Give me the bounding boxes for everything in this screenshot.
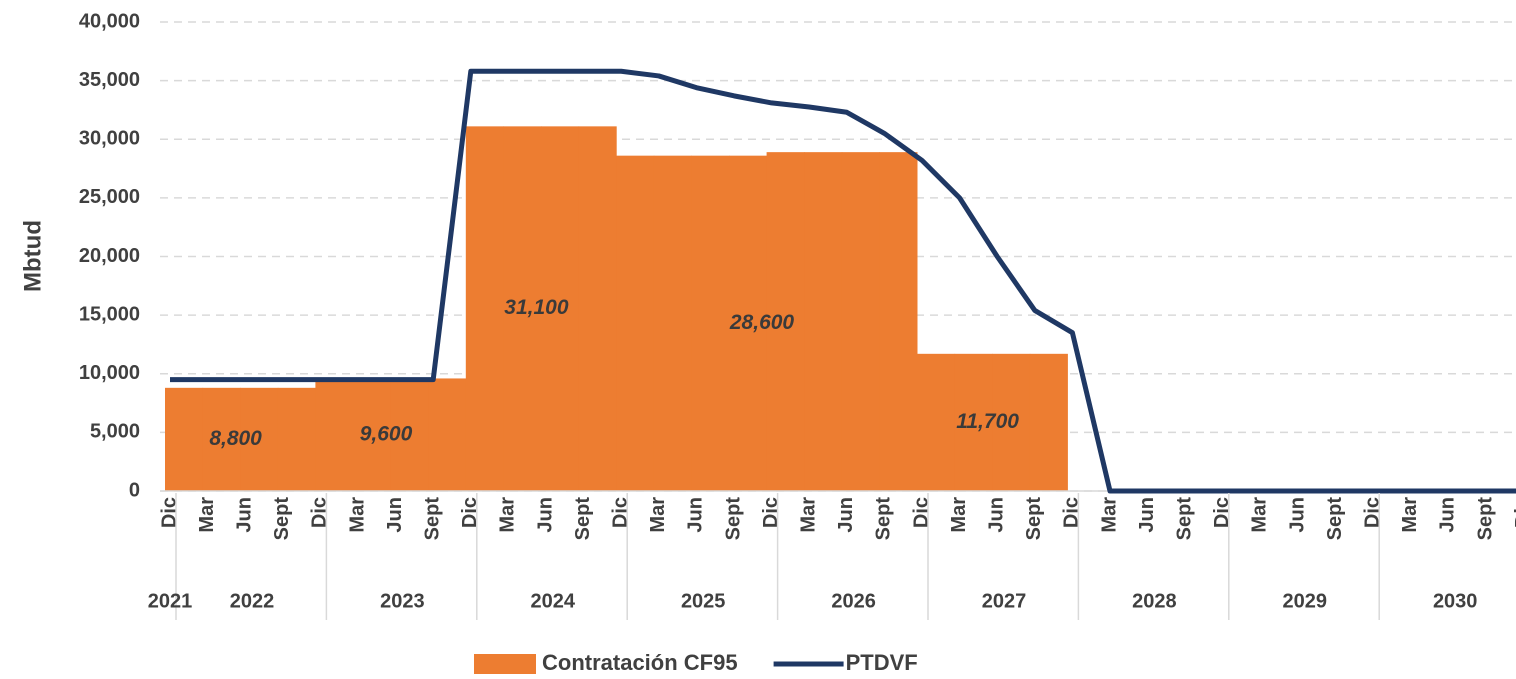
bar	[616, 155, 655, 492]
year-label: 2022	[230, 590, 275, 612]
x-tick-label: Mar	[196, 497, 218, 533]
x-tick-label: Sept	[572, 497, 594, 541]
x-tick-label: Jun	[1136, 497, 1158, 533]
legend-label: Contratación CF95	[542, 650, 738, 675]
x-tick-label: Dic	[910, 497, 932, 528]
bar	[992, 353, 1031, 491]
bar	[465, 126, 504, 491]
year-label: 2030	[1433, 590, 1478, 612]
year-label: 2026	[831, 590, 876, 612]
legend-label: PTDVF	[846, 650, 918, 675]
bar	[165, 387, 204, 491]
x-tick-label: Sept	[873, 497, 895, 541]
x-tick-label: Jun	[1437, 497, 1459, 533]
y-tick-label: 5,000	[90, 421, 140, 443]
y-tick-label: 30,000	[79, 128, 140, 150]
bar	[766, 152, 805, 491]
bar	[1029, 353, 1068, 491]
bar	[729, 155, 768, 492]
bar	[503, 126, 542, 491]
x-tick-label: Sept	[722, 497, 744, 541]
year-label: 2028	[1132, 590, 1177, 612]
x-tick-label: Jun	[835, 497, 857, 533]
x-tick-label: Dic	[1361, 497, 1383, 528]
x-tick-label: Mar	[1399, 497, 1421, 533]
year-label: 2024	[531, 590, 576, 612]
x-tick-label: Sept	[1173, 497, 1195, 541]
x-tick-label: Mar	[1249, 497, 1271, 533]
data-label: 28,600	[729, 311, 795, 334]
bar	[202, 387, 241, 491]
x-tick-label: Dic	[1512, 497, 1516, 528]
bar	[841, 152, 880, 491]
year-label: 2027	[982, 590, 1027, 612]
year-label: 2029	[1283, 590, 1328, 612]
y-tick-label: 15,000	[79, 303, 140, 325]
data-label: 31,100	[504, 296, 569, 319]
legend-swatch	[474, 654, 536, 674]
x-tick-label: Dic	[609, 497, 631, 528]
year-label: 2025	[681, 590, 726, 612]
bar	[954, 353, 993, 491]
bar	[428, 378, 467, 491]
x-tick-label: Sept	[271, 497, 293, 541]
x-tick-label: Dic	[1061, 497, 1083, 528]
y-axis-label: Mbtud	[19, 220, 46, 292]
bar	[578, 126, 617, 491]
bar	[653, 155, 692, 492]
y-tick-label: 0	[129, 479, 140, 501]
bar	[353, 378, 392, 491]
x-tick-label: Mar	[497, 497, 519, 533]
x-tick-label: Dic	[760, 497, 782, 528]
bar	[390, 378, 429, 491]
x-tick-label: Mar	[346, 497, 368, 533]
year-label: 2023	[380, 590, 425, 612]
x-tick-label: Dic	[309, 497, 331, 528]
x-tick-label: Sept	[421, 497, 443, 541]
bar	[917, 353, 956, 491]
x-tick-label: Jun	[534, 497, 556, 533]
bar	[541, 126, 580, 491]
x-tick-label: Sept	[1023, 497, 1045, 541]
data-label: 8,800	[209, 427, 262, 450]
x-tick-label: Jun	[685, 497, 707, 533]
y-tick-label: 10,000	[79, 362, 140, 384]
y-tick-label: 25,000	[79, 186, 140, 208]
x-tick-label: Mar	[948, 497, 970, 533]
bar	[240, 387, 279, 491]
year-label: 2021	[148, 590, 193, 612]
y-tick-label: 40,000	[79, 10, 140, 32]
x-tick-label: Mar	[647, 497, 669, 533]
x-tick-label: Dic	[158, 497, 180, 528]
bar	[315, 378, 354, 491]
x-tick-label: Mar	[797, 497, 819, 533]
x-tick-label: Jun	[384, 497, 406, 533]
x-tick-label: Sept	[1474, 497, 1496, 541]
x-tick-label: Jun	[233, 497, 255, 533]
x-tick-label: Dic	[459, 497, 481, 528]
bar	[277, 387, 316, 491]
x-tick-label: Sept	[1324, 497, 1346, 541]
x-tick-label: Jun	[1286, 497, 1308, 533]
bar	[879, 152, 918, 491]
y-tick-label: 20,000	[79, 245, 140, 267]
line	[170, 68, 1516, 494]
x-tick-label: Dic	[1211, 497, 1233, 528]
bar	[804, 152, 843, 491]
data-label: 11,700	[956, 410, 1019, 433]
y-tick-label: 35,000	[79, 69, 140, 91]
data-label: 9,600	[360, 422, 413, 445]
bar	[691, 155, 730, 492]
x-tick-label: Mar	[1098, 497, 1120, 533]
x-tick-label: Jun	[985, 497, 1007, 533]
